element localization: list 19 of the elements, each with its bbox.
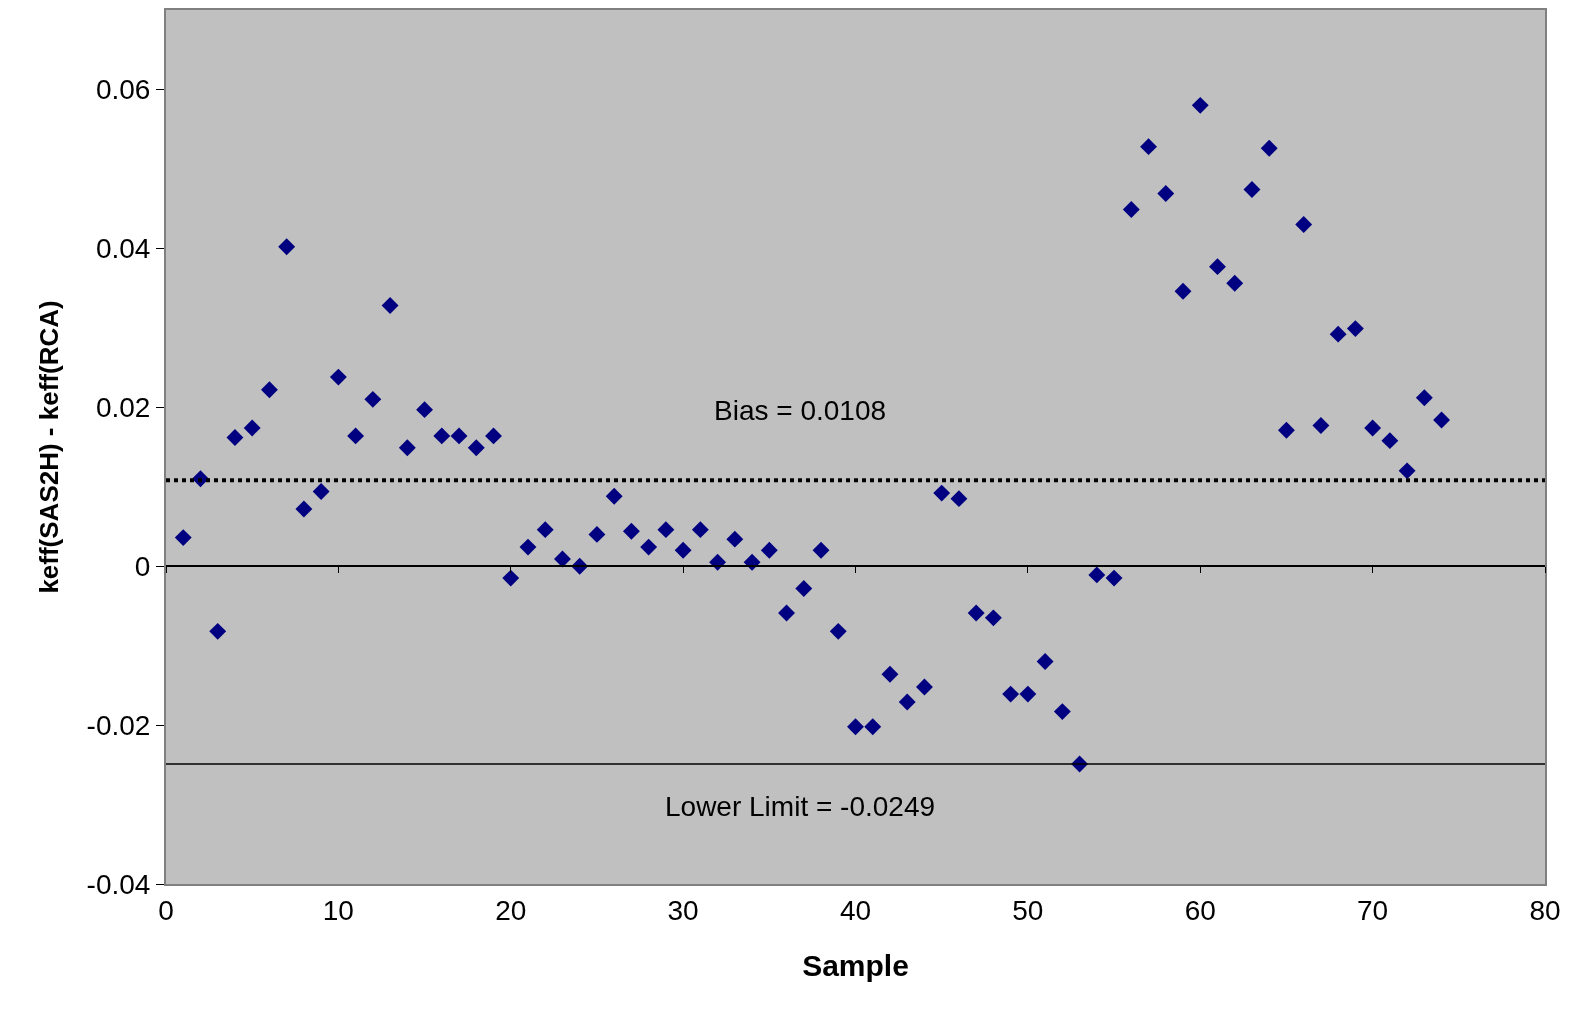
x-tick-label: 0 bbox=[158, 894, 174, 926]
y-tick-label: 0.04 bbox=[95, 233, 151, 265]
x-tick-label: 80 bbox=[1529, 894, 1561, 926]
ref-line-label: Lower Limit = -0.0249 bbox=[665, 791, 936, 822]
x-tick-label: 20 bbox=[495, 894, 527, 926]
y-tick-label: 0.02 bbox=[95, 392, 151, 424]
y-tick-label: -0.04 bbox=[86, 868, 151, 900]
x-tick-label: 70 bbox=[1357, 894, 1389, 926]
y-tick-label: -0.02 bbox=[86, 709, 151, 741]
y-axis-title: keff(SAS2H) - keff(RCA) bbox=[34, 300, 65, 594]
x-axis-title: Sample bbox=[802, 948, 909, 982]
x-tick-label: 30 bbox=[667, 894, 699, 926]
y-tick-label: 0 bbox=[134, 550, 151, 582]
x-tick-label: 40 bbox=[839, 894, 872, 926]
x-tick-label: 60 bbox=[1184, 894, 1216, 926]
y-tick-label: 0.06 bbox=[95, 74, 151, 106]
ref-line-label: Bias = 0.0108 bbox=[714, 395, 887, 426]
x-tick-label: 50 bbox=[1012, 894, 1044, 926]
x-tick-label: 10 bbox=[322, 894, 354, 926]
